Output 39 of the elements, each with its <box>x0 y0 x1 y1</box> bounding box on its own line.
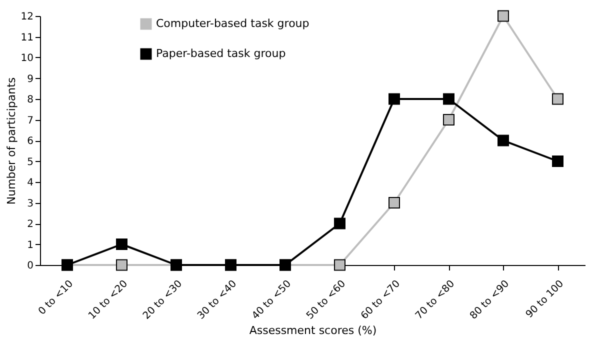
y-tick-label: 7 <box>27 115 34 126</box>
point <box>116 238 128 250</box>
point <box>443 114 454 126</box>
point <box>388 93 400 105</box>
y-tick-label: 2 <box>27 219 34 230</box>
point <box>116 259 128 271</box>
point <box>388 197 400 208</box>
legend-label: Paper-based task group <box>156 47 286 60</box>
y-tick-label: 6 <box>27 136 34 147</box>
y-tick-label: 12 <box>20 12 34 22</box>
point <box>334 259 346 271</box>
point <box>552 93 564 105</box>
x-tick-label: 40 to <50 <box>250 278 294 322</box>
y-tick-label: 11 <box>20 32 34 44</box>
x-tick-label: 0 to <10 <box>36 278 76 318</box>
x-tick-label: 20 to <30 <box>141 278 185 322</box>
y-tick-label: 1 <box>27 240 34 251</box>
point <box>443 93 454 105</box>
x-tick-label: 50 to <60 <box>304 278 348 322</box>
x-tick-label: 30 to <40 <box>196 278 240 322</box>
x-tick-label: 60 to <70 <box>359 278 403 322</box>
legend-label: Computer-based task group <box>156 17 310 30</box>
y-tick-label: 10 <box>20 53 34 64</box>
y-tick-label: 5 <box>27 156 34 168</box>
y-tick-label: 3 <box>27 198 34 210</box>
x-tick-label: 10 to <20 <box>86 278 130 322</box>
x-axis-title: Assessment scores (%) <box>249 324 377 338</box>
point <box>498 10 509 22</box>
y-tick-label: 8 <box>27 94 34 106</box>
point <box>334 218 346 230</box>
y-tick-label: 0 <box>27 260 34 272</box>
y-tick-label: 4 <box>27 178 34 188</box>
y-axis-title: Number of participants <box>4 77 18 205</box>
point <box>552 156 564 167</box>
x-tick-label: 80 to <90 <box>468 278 512 322</box>
y-tick-label: 9 <box>27 74 34 85</box>
x-tick-label: 70 to <80 <box>414 278 458 322</box>
point <box>498 134 509 146</box>
x-tick-label: 90 to 100 <box>524 278 566 320</box>
